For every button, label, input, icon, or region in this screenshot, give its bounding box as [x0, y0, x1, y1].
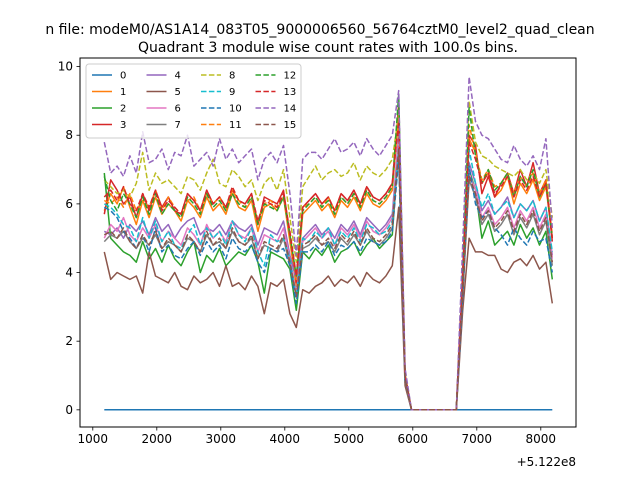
figure-suptitle: n file: modeM0/AS1A14_083T05_9000006560_… [45, 22, 594, 38]
series-line-1 [103, 110, 554, 411]
legend-label-1: 1 [120, 87, 126, 98]
series-line-15 [103, 148, 554, 411]
x-tick-label: 7000 [462, 432, 493, 446]
series-line-5 [103, 206, 554, 411]
x-tick-label: 2000 [142, 432, 173, 446]
x-tick-label: 5000 [334, 432, 365, 446]
x-tick-label: 3000 [206, 432, 237, 446]
chart-title: Quadrant 3 module wise count rates with … [138, 40, 518, 56]
legend-label-0: 0 [120, 71, 126, 82]
legend-label-7: 7 [175, 120, 181, 131]
legend-label-6: 6 [175, 104, 181, 115]
series-line-13 [103, 120, 554, 411]
series-line-7 [103, 151, 554, 411]
legend-label-10: 10 [229, 104, 242, 115]
legend-label-4: 4 [175, 71, 181, 82]
legend-label-11: 11 [229, 120, 242, 131]
y-tick-label: 4 [65, 266, 73, 280]
legend-label-9: 9 [229, 87, 235, 98]
legend-label-12: 12 [284, 71, 297, 82]
x-tick-label: 1000 [78, 432, 109, 446]
x-offset-label: +5.122e8 [517, 455, 576, 469]
x-tick-label: 6000 [398, 432, 429, 446]
y-tick-label: 2 [65, 334, 73, 348]
series-line-14 [103, 76, 554, 411]
y-tick-label: 10 [58, 60, 73, 74]
legend-label-5: 5 [175, 87, 181, 98]
x-tick-label: 4000 [270, 432, 301, 446]
series-line-8 [103, 100, 554, 411]
legend-label-8: 8 [229, 71, 235, 82]
legend-box [85, 63, 302, 139]
y-tick-label: 0 [65, 403, 73, 417]
series-line-10 [103, 158, 554, 411]
legend-label-3: 3 [120, 120, 126, 131]
legend-label-13: 13 [284, 87, 297, 98]
series-line-11 [103, 117, 554, 411]
legend-label-14: 14 [284, 104, 297, 115]
legend-label-15: 15 [284, 120, 297, 131]
series-line-9 [103, 148, 554, 411]
series-layer [103, 76, 554, 411]
y-tick-label: 8 [65, 128, 73, 142]
x-tick-label: 8000 [526, 432, 557, 446]
plot-frame [79, 57, 577, 428]
series-line-12 [103, 93, 554, 411]
series-line-6 [103, 141, 554, 411]
legend-label-2: 2 [120, 104, 126, 115]
y-tick-label: 6 [65, 197, 73, 211]
